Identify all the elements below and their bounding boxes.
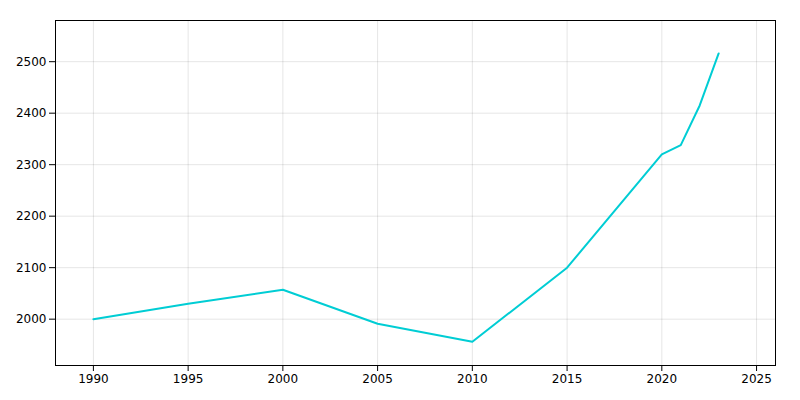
- svg-text:1990: 1990: [78, 372, 109, 386]
- svg-text:2015: 2015: [552, 372, 583, 386]
- svg-text:2400: 2400: [16, 106, 47, 120]
- svg-text:2025: 2025: [741, 372, 772, 386]
- svg-text:2300: 2300: [16, 158, 47, 172]
- svg-text:2010: 2010: [457, 372, 488, 386]
- svg-text:2005: 2005: [362, 372, 393, 386]
- svg-text:1995: 1995: [173, 372, 204, 386]
- svg-text:2000: 2000: [16, 312, 47, 326]
- svg-text:2000: 2000: [268, 372, 299, 386]
- svg-text:2100: 2100: [16, 261, 47, 275]
- svg-text:2200: 2200: [16, 209, 47, 223]
- svg-text:2020: 2020: [647, 372, 678, 386]
- svg-text:2500: 2500: [16, 55, 47, 69]
